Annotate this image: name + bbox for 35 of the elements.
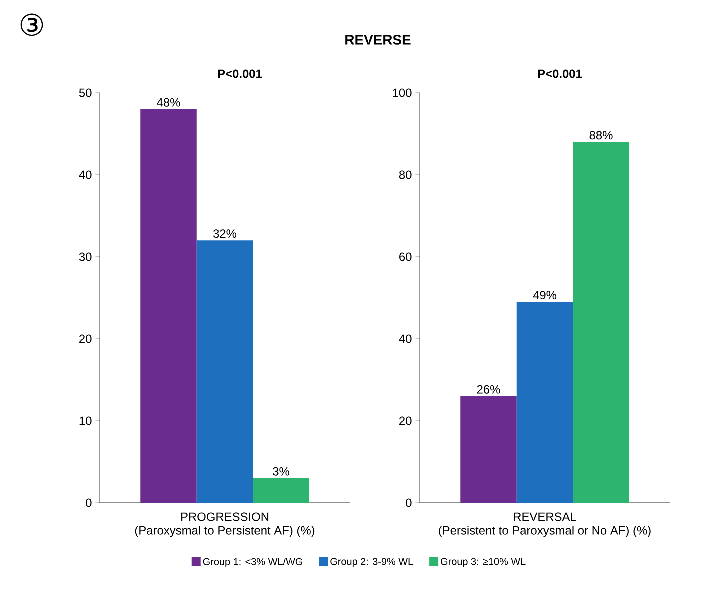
x-axis-title: (Persistent to Paroxysmal or No AF) (%): [439, 526, 651, 538]
text: REVERSE: [346, 35, 411, 45]
data-label: 88%: [590, 131, 613, 140]
bar: [253, 478, 310, 503]
data-label: 3%: [273, 467, 290, 476]
x-tick-label: REVERSAL: [514, 512, 576, 522]
data-label: 32%: [213, 230, 237, 238]
text: ③: [20, 14, 44, 36]
y-tick-label: 60: [400, 252, 412, 262]
y-tick-label: 20: [80, 334, 92, 344]
data-label: 48%: [157, 98, 180, 107]
legend-label: Group 1: <3% WL/WG: [203, 558, 302, 568]
y-tick-label: 40: [79, 170, 92, 180]
legend-label: Group 2: 3-9% WL: [330, 558, 414, 568]
text: P<0.001: [218, 70, 262, 78]
data-label: 26%: [477, 385, 500, 394]
bar: [516, 302, 574, 503]
bar: [140, 109, 197, 503]
legend-label: Group 3: ≥10% WL: [441, 558, 526, 568]
text: P<0.001: [538, 70, 582, 78]
data-label: 49%: [533, 291, 557, 300]
y-tick-label: 0: [406, 498, 412, 508]
y-tick-label: 30: [79, 252, 92, 262]
bar: [460, 396, 517, 503]
y-tick-label: 10: [80, 416, 92, 426]
y-tick-label: 80: [399, 170, 412, 180]
y-tick-label: 40: [399, 334, 412, 344]
y-tick-label: 0: [86, 498, 92, 508]
bar: [196, 240, 254, 503]
bar: [573, 142, 630, 503]
y-tick-label: 20: [400, 416, 412, 426]
x-tick-label: PROGRESSION: [181, 512, 269, 522]
x-axis-title: (Paroxysmal to Persistent AF) (%): [135, 526, 315, 538]
y-tick-label: 50: [79, 88, 92, 98]
y-tick-label: 100: [393, 88, 412, 98]
